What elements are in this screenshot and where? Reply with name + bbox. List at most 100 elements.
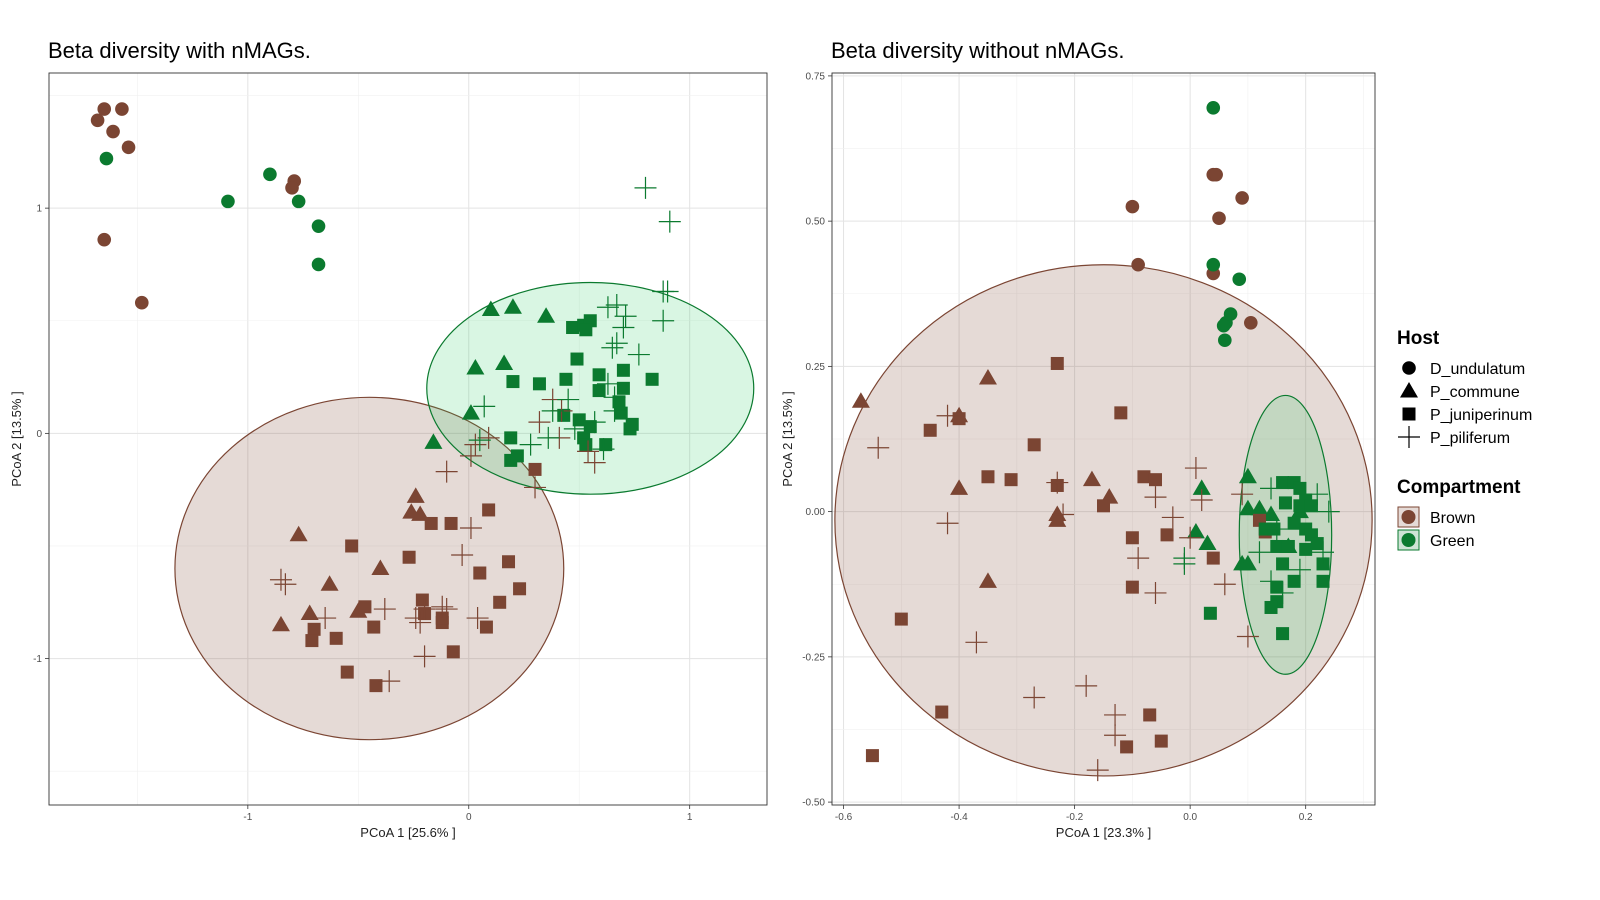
- point-brown-square: [329, 631, 343, 645]
- chart-panel-without-nmags: -0.6 -0.4 -0.2 0.0 0.2 -0.50 -0.25 0.00 0.25 0.50…: [780, 38, 1376, 840]
- point-brown-square: [1154, 734, 1168, 748]
- point-brown-plus: [1231, 483, 1254, 506]
- point-brown-square: [446, 645, 460, 659]
- point-green-square: [616, 363, 630, 377]
- point-green-square: [1299, 542, 1313, 556]
- point-green-plus: [473, 395, 496, 418]
- legend-key-plus-icon: [1398, 426, 1420, 448]
- point-brown-plus: [404, 607, 427, 630]
- point-green-square: [1316, 557, 1330, 571]
- point-green-triangle: [424, 433, 443, 449]
- ellipse-brown: [834, 264, 1373, 777]
- point-green-triangle: [466, 359, 485, 375]
- gridlines: [832, 73, 1375, 805]
- point-brown-plus: [528, 411, 551, 434]
- point-brown-triangle: [320, 575, 339, 591]
- legend-label-compartment: Brown: [1430, 510, 1475, 527]
- point-brown-plus: [1104, 703, 1127, 726]
- point-green-plus: [1271, 581, 1294, 604]
- x-axis-label: PCoA 1 [23.3% ]: [1056, 825, 1151, 840]
- point-brown-square: [358, 600, 372, 614]
- y-tick-label: 0.50: [806, 217, 826, 228]
- point-brown-circle: [1125, 199, 1140, 214]
- point-green-plus: [596, 372, 619, 395]
- point-brown-plus: [477, 426, 500, 449]
- point-green-plus: [601, 336, 624, 359]
- point-brown-plus: [1184, 457, 1207, 480]
- x-tick-label: -1: [243, 812, 252, 823]
- y-tick-label: -0.25: [802, 652, 825, 663]
- point-brown-plus: [378, 670, 401, 693]
- point-brown-square: [345, 539, 359, 553]
- point-brown-plus: [1179, 526, 1202, 549]
- point-brown-square: [1160, 528, 1174, 542]
- point-brown-plus: [459, 516, 482, 539]
- point-green-square: [579, 438, 593, 452]
- point-green-square: [572, 413, 586, 427]
- point-brown-square: [865, 749, 879, 763]
- gridlines: [49, 73, 767, 805]
- point-green-circle: [311, 257, 326, 272]
- point-green-triangle: [503, 298, 522, 314]
- point-green-plus: [652, 309, 675, 332]
- point-brown-circle: [97, 102, 112, 116]
- point-brown-triangle: [289, 525, 308, 542]
- point-green-square: [592, 368, 606, 382]
- point-green-plus: [1265, 518, 1288, 541]
- point-green-square: [612, 395, 626, 409]
- point-brown-square: [473, 566, 487, 580]
- point-green-plus: [592, 438, 615, 461]
- point-green-square: [625, 417, 639, 431]
- point-green-circle: [311, 219, 326, 233]
- point-brown-square: [1097, 499, 1110, 513]
- x-tick-label: -0.4: [950, 812, 968, 823]
- point-brown-square: [1148, 473, 1162, 487]
- legend-title-host: Host: [1397, 328, 1440, 349]
- x-tick-label: 1: [687, 812, 693, 823]
- data-points: [851, 101, 1340, 782]
- point-green-square: [1310, 537, 1324, 551]
- point-green-circle: [291, 194, 306, 209]
- point-brown-triangle: [411, 505, 430, 521]
- point-brown-square: [981, 470, 995, 484]
- ellipse-brown: [174, 396, 565, 741]
- point-brown-circle: [97, 232, 112, 247]
- point-green-circle: [221, 194, 235, 209]
- point-green-plus: [1260, 477, 1283, 500]
- ellipse-green: [1238, 394, 1333, 675]
- point-green-plus: [605, 293, 628, 316]
- point-green-circle: [1216, 318, 1231, 333]
- point-brown-plus: [1144, 486, 1167, 509]
- point-green-square: [599, 438, 613, 452]
- legend-key-triangle-icon: [1400, 382, 1418, 398]
- point-brown-circle: [134, 295, 149, 310]
- point-green-plus: [1312, 541, 1335, 564]
- point-green-square: [1270, 580, 1284, 594]
- point-brown-plus: [435, 598, 458, 621]
- point-green-triangle: [1238, 554, 1257, 571]
- point-green-square: [570, 352, 584, 366]
- point-green-triangle: [537, 307, 556, 323]
- point-brown-triangle: [978, 572, 997, 588]
- point-green-plus: [541, 399, 564, 422]
- point-green-plus: [1248, 541, 1271, 564]
- plot-background: [49, 73, 767, 805]
- point-brown-circle: [285, 181, 299, 195]
- point-brown-plus: [1161, 506, 1184, 529]
- point-green-square: [1270, 539, 1284, 553]
- point-brown-plus: [524, 476, 547, 499]
- point-brown-plus: [1086, 759, 1109, 782]
- point-brown-square: [894, 612, 908, 626]
- point-brown-triangle: [406, 487, 425, 503]
- point-brown-plus: [435, 460, 458, 483]
- point-brown-circle: [115, 102, 129, 116]
- point-brown-plus: [373, 598, 396, 621]
- point-brown-circle: [1235, 191, 1249, 205]
- point-brown-triangle: [851, 392, 870, 408]
- point-brown-square: [1004, 473, 1018, 487]
- point-brown-plus: [1127, 547, 1150, 570]
- point-green-triangle: [1192, 479, 1211, 495]
- point-green-plus: [612, 316, 635, 339]
- point-brown-triangle: [371, 559, 390, 575]
